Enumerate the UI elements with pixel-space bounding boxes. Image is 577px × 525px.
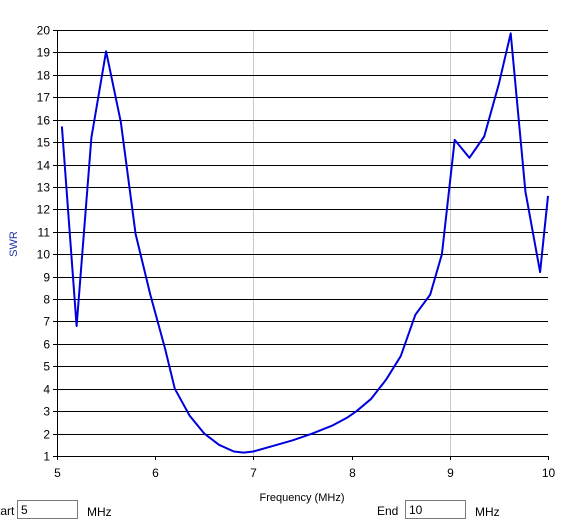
x-tick-label-5: 5 — [54, 466, 61, 480]
y-tick-label-16: 16 — [37, 114, 51, 128]
y-tick-label-18: 18 — [37, 69, 51, 83]
x-tick-label-10: 10 — [542, 466, 556, 480]
y-tick-label-12: 12 — [37, 203, 51, 217]
y-tick-label-6: 6 — [43, 338, 50, 352]
y-tick-label-2: 2 — [43, 428, 50, 442]
y-tick-label-1: 1 — [43, 450, 50, 464]
end-label: End — [377, 504, 399, 518]
x-tick-label-7: 7 — [250, 466, 257, 480]
y-tick-label-8: 8 — [43, 293, 50, 307]
y-tick-label-7: 7 — [43, 315, 50, 329]
x-tick-label-6: 6 — [152, 466, 159, 480]
y-tick-label-3: 3 — [43, 405, 50, 419]
grid-layer — [53, 30, 548, 457]
start-frequency-input[interactable] — [17, 500, 78, 519]
y-tick-label-11: 11 — [38, 226, 51, 240]
end-unit-label: MHz — [475, 505, 500, 519]
y-axis-title: SWR — [8, 231, 20, 257]
y-tick-label-15: 15 — [37, 136, 51, 150]
swr-series-line-0 — [60, 32, 549, 454]
start-label: Start — [0, 504, 15, 518]
y-tick-label-4: 4 — [43, 383, 50, 397]
start-unit-label: MHz — [87, 505, 112, 519]
y-tick-label-20: 20 — [37, 24, 51, 38]
y-tick-label-19: 19 — [37, 46, 51, 60]
y-tick-label-5: 5 — [43, 360, 50, 374]
x-axis-title: Frequency (MHz) — [260, 492, 345, 504]
y-tick-label-9: 9 — [43, 271, 50, 285]
y-tick-label-13: 13 — [37, 181, 51, 195]
y-tick-label-17: 17 — [37, 91, 51, 105]
x-tick-label-9: 9 — [447, 466, 454, 480]
y-tick-label-14: 14 — [37, 159, 51, 173]
series-layer — [60, 32, 549, 454]
x-tick-label-8: 8 — [349, 466, 356, 480]
y-tick-label-10: 10 — [37, 248, 51, 262]
end-frequency-input[interactable] — [405, 500, 466, 519]
